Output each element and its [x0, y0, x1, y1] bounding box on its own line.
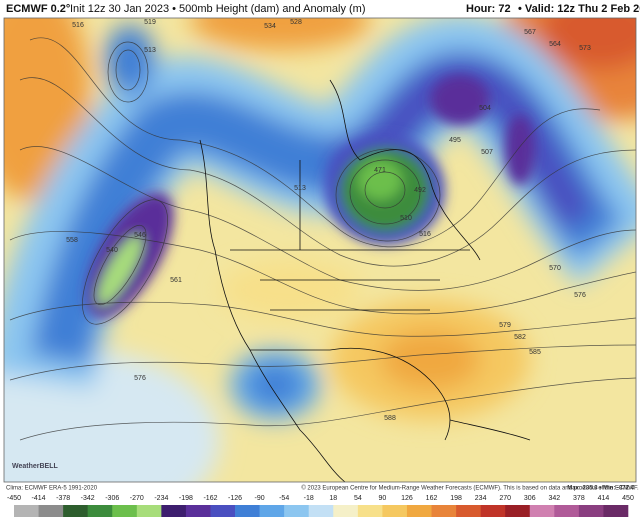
- contour-label: 573: [579, 45, 591, 52]
- colorbar-tick-label: -162: [203, 495, 217, 502]
- contour-label: 513: [144, 47, 156, 54]
- map-frame: [3, 17, 637, 483]
- colorbar-segment: [456, 505, 481, 517]
- contour-label: 567: [524, 29, 536, 36]
- colorbar-tick-label: -126: [228, 495, 242, 502]
- colorbar-tick-label: 306: [524, 495, 536, 502]
- contour-label: 513: [294, 185, 306, 192]
- contour-label: 471: [374, 167, 386, 174]
- colorbar-segment: [505, 505, 531, 517]
- colorbar-tick-label: 54: [354, 495, 362, 502]
- contour-label: 540: [106, 247, 118, 254]
- contour-label: 576: [134, 375, 146, 382]
- colorbar-tick-label: -270: [130, 495, 144, 502]
- colorbar-segment: [480, 505, 506, 517]
- colorbar-tick-label: 198: [450, 495, 462, 502]
- colorbar-segment: [431, 505, 457, 517]
- colorbar-segment: [333, 505, 359, 517]
- colorbar-segment: [357, 505, 383, 517]
- contour-labels: 516 513 519 534 528 567 564 573 504 507 495 471 492 5…: [66, 19, 591, 422]
- colorbar-tick-label: 342: [548, 495, 560, 502]
- contour-label: 585: [529, 349, 541, 356]
- copyright: © 2023 European Centre for Medium-Range …: [301, 485, 639, 492]
- contour-label: 504: [479, 105, 491, 112]
- contour-label: 519: [144, 19, 156, 26]
- contour-label: 510: [400, 215, 412, 222]
- contour-label: 516: [419, 231, 431, 238]
- contour-label: 516: [72, 22, 84, 29]
- contour-label: 492: [414, 187, 426, 194]
- contour-label: 588: [384, 415, 396, 422]
- colorbar-segment: [406, 505, 432, 517]
- clima-note: Clima: ECMWF ERA-5 1991-2020: [6, 486, 98, 492]
- contour-label: 570: [549, 265, 561, 272]
- contour-label: 546: [134, 232, 146, 239]
- colorbar-segment: [136, 505, 162, 517]
- colorbar-segment: [87, 505, 113, 517]
- colorbar: -450 -414 -378 -342 -306 -270 -234 -198 -162 -126…: [7, 495, 634, 517]
- hour: Hour: 72: [466, 3, 511, 15]
- colorbar-tick-label: -414: [32, 495, 46, 502]
- colorbar-tick-label: 162: [426, 495, 438, 502]
- logo: WeatherBELL: [12, 463, 58, 470]
- colorbar-segment: [554, 505, 580, 517]
- colorbar-segment: [382, 505, 408, 517]
- contour-label: 579: [499, 322, 511, 329]
- contour-label: 561: [170, 277, 182, 284]
- colorbar-segment: [284, 505, 310, 517]
- contour-label: 534: [264, 23, 276, 30]
- contour-label: 564: [549, 41, 561, 48]
- colorbar-tick-label: -378: [56, 495, 70, 502]
- colorbar-segment: [210, 505, 236, 517]
- colorbar-tick-label: -54: [279, 495, 289, 502]
- colorbar-tick-label: -450: [7, 495, 21, 502]
- max-min: Max: 235.3 • Min: -372.4: [567, 486, 634, 492]
- contour-label: 495: [449, 137, 461, 144]
- colorbar-segment: [308, 505, 334, 517]
- colorbar-tick-label: 234: [475, 495, 487, 502]
- colorbar-segment: [603, 505, 629, 517]
- contour-label: 528: [290, 19, 302, 26]
- colorbar-segment: [185, 505, 211, 517]
- contour-label: 558: [66, 237, 78, 244]
- subtitle: Init 12z 30 Jan 2023 • 500mb Height (dam…: [70, 3, 366, 15]
- colorbar-tick-label: -90: [255, 495, 265, 502]
- colorbar-tick-label: -234: [154, 495, 168, 502]
- colorbar-tick-label: 450: [622, 495, 634, 502]
- model-title: ECMWF 0.2°: [6, 3, 70, 15]
- contour-label: 576: [574, 292, 586, 299]
- colorbar-segment: [38, 505, 64, 517]
- colorbar-segment: [235, 505, 260, 517]
- colorbar-tick-label: 18: [329, 495, 337, 502]
- colorbar-tick-label: -306: [105, 495, 119, 502]
- colorbar-segment: [63, 505, 88, 517]
- valid-time: • Valid: 12z Thu 2 Feb 2023: [518, 3, 640, 15]
- colorbar-tick-label: -342: [81, 495, 95, 502]
- contour-label: 507: [481, 149, 493, 156]
- colorbar-tick-label: 126: [401, 495, 413, 502]
- colorbar-segment: [112, 505, 138, 517]
- colorbar-segment: [578, 505, 604, 517]
- colorbar-segment: [161, 505, 187, 517]
- colorbar-tick-label: 414: [598, 495, 610, 502]
- colorbar-segment: [259, 505, 285, 517]
- colorbar-tick-label: 270: [499, 495, 511, 502]
- colorbar-segment: [14, 505, 39, 517]
- coastlines: [199, 79, 531, 482]
- contour-label: 582: [514, 334, 526, 341]
- colorbar-tick-label: 378: [573, 495, 585, 502]
- colorbar-tick-label: -18: [304, 495, 314, 502]
- colorbar-tick-label: -198: [179, 495, 193, 502]
- colorbar-tick-label: 90: [379, 495, 387, 502]
- colorbar-segment: [529, 505, 555, 517]
